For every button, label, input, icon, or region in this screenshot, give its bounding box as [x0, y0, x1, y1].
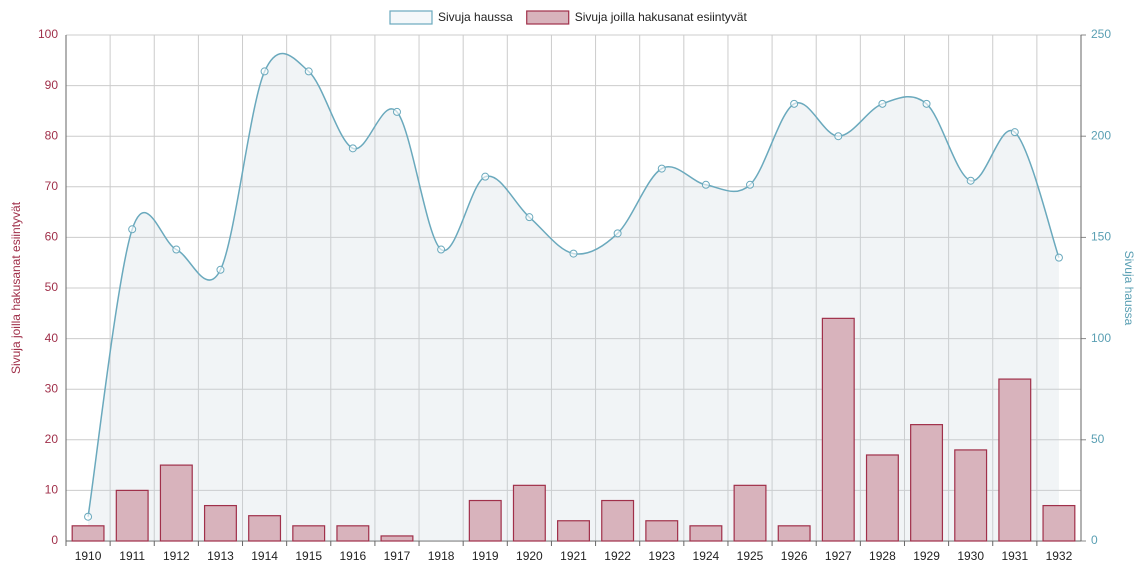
y2-tick-label: 200 — [1091, 128, 1111, 142]
x-tick-label: 1931 — [1001, 549, 1028, 563]
y2-tick-label: 100 — [1091, 331, 1111, 345]
bar — [777, 525, 811, 542]
point — [172, 245, 181, 254]
x-tick-label: 1928 — [869, 549, 896, 563]
y2-tick-label: 0 — [1091, 533, 1098, 547]
area — [88, 53, 1059, 542]
x-tick-label: 1923 — [648, 549, 675, 563]
point — [878, 99, 887, 108]
bar — [71, 525, 105, 542]
point — [1054, 253, 1063, 262]
bar — [954, 449, 988, 542]
legend-label: Sivuja joilla hakusanat esiintyvät — [575, 10, 748, 24]
x-tick-label: 1915 — [295, 549, 322, 563]
bar — [468, 499, 502, 542]
y-axis-label: Sivuja joilla hakusanat esiintyvät — [9, 201, 23, 374]
y2-tick-label: 150 — [1091, 230, 1111, 244]
point — [966, 176, 975, 185]
y-tick-label: 90 — [45, 78, 59, 92]
bar — [203, 504, 237, 542]
y-tick-label: 0 — [51, 533, 58, 547]
x-tick-label: 1914 — [251, 549, 278, 563]
y-tick-label: 50 — [45, 280, 59, 294]
point — [657, 164, 666, 173]
bar — [821, 317, 855, 542]
bar — [865, 454, 899, 542]
y-tick-label: 70 — [45, 179, 59, 193]
x-tick-label: 1927 — [825, 549, 852, 563]
bar — [159, 464, 193, 542]
x-tick-label: 1912 — [163, 549, 190, 563]
bar — [336, 525, 370, 542]
x-tick-label: 1924 — [693, 549, 720, 563]
bar — [601, 499, 635, 542]
point — [128, 225, 137, 234]
x-tick-label: 1922 — [604, 549, 631, 563]
point — [437, 245, 446, 254]
y2-tick-label: 50 — [1091, 432, 1105, 446]
x-tick-label: 1913 — [207, 549, 234, 563]
point — [746, 180, 755, 189]
point — [348, 144, 357, 153]
point — [260, 67, 269, 76]
x-tick-label: 1919 — [472, 549, 499, 563]
y-tick-label: 60 — [45, 230, 59, 244]
bar — [1042, 504, 1076, 542]
x-tick-label: 1916 — [339, 549, 366, 563]
point — [922, 99, 931, 108]
bar — [512, 484, 546, 542]
x-tick-label: 1929 — [913, 549, 940, 563]
y-tick-label: 40 — [45, 331, 59, 345]
point — [1010, 128, 1019, 137]
x-tick-label: 1918 — [428, 549, 455, 563]
y2-tick-label: 250 — [1091, 27, 1111, 41]
point — [613, 229, 622, 238]
point — [569, 249, 578, 258]
legend-label: Sivuja haussa — [438, 10, 513, 24]
point — [304, 67, 313, 76]
x-tick-label: 1932 — [1046, 549, 1073, 563]
point — [525, 213, 534, 222]
bar — [292, 525, 326, 542]
bar — [557, 520, 590, 542]
x-tick-label: 1925 — [737, 549, 764, 563]
legend-swatch — [389, 10, 433, 25]
point — [392, 107, 401, 116]
y-tick-label: 80 — [45, 128, 59, 142]
bar — [380, 535, 414, 542]
y2-axis-label: Sivuja haussa — [1122, 251, 1136, 326]
point — [790, 99, 799, 108]
point — [701, 180, 710, 189]
bar — [910, 424, 944, 542]
x-tick-label: 1910 — [75, 549, 102, 563]
point — [84, 512, 93, 521]
point — [481, 172, 490, 181]
bar — [998, 378, 1032, 542]
x-tick-label: 1920 — [516, 549, 543, 563]
bar — [689, 525, 723, 542]
y-tick-label: 30 — [45, 381, 59, 395]
y-tick-label: 20 — [45, 432, 59, 446]
x-tick-label: 1911 — [119, 549, 145, 563]
x-tick-label: 1926 — [781, 549, 808, 563]
y-tick-label: 10 — [45, 483, 59, 497]
y-tick-label: 100 — [38, 27, 58, 41]
point — [216, 265, 225, 274]
x-tick-label: 1930 — [957, 549, 984, 563]
x-tick-label: 1921 — [560, 549, 587, 563]
bar — [645, 520, 679, 542]
bar — [733, 484, 767, 542]
x-tick-label: 1917 — [384, 549, 411, 563]
bar — [115, 489, 149, 542]
bar — [248, 515, 282, 542]
point — [834, 132, 843, 141]
legend-swatch — [526, 10, 570, 25]
